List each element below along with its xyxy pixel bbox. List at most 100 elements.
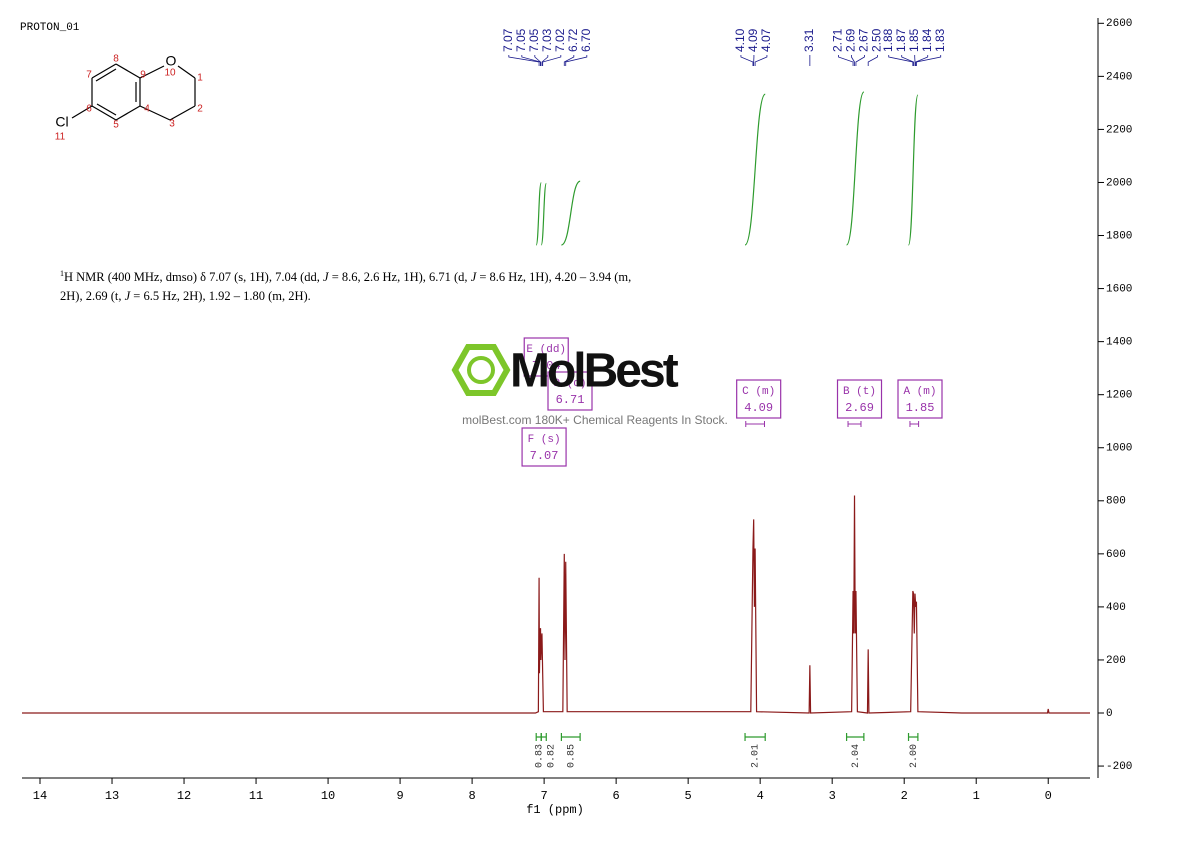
y-tick-label: 1200 xyxy=(1106,390,1132,402)
multiplet-box xyxy=(897,379,943,419)
peak-connector xyxy=(838,55,854,66)
nmr-description: 1H NMR (400 MHz, dmso) δ 7.07 (s, 1H), 7… xyxy=(60,264,640,306)
integral-value: 2.01 xyxy=(751,744,762,768)
y-tick-label: 2400 xyxy=(1106,71,1132,83)
peak-label: 3.31 xyxy=(802,28,816,52)
x-tick-label: 4 xyxy=(757,789,764,803)
integral-bracket xyxy=(560,733,581,741)
integral-curve xyxy=(540,182,547,246)
peak-label: 1.88 xyxy=(881,28,895,52)
peak-label: 7.02 xyxy=(553,28,567,52)
x-tick-label: 13 xyxy=(105,789,119,803)
multiplet-box xyxy=(836,379,883,419)
peak-label: 2.71 xyxy=(831,28,845,52)
multiplet-shift: 7.04 xyxy=(532,359,561,373)
bond xyxy=(91,105,117,121)
integral-value: 0.83 xyxy=(534,744,545,768)
peak-label: 7.05 xyxy=(514,28,528,52)
peak-connector xyxy=(754,55,768,66)
peak-connector xyxy=(916,55,942,66)
peak-connector xyxy=(541,55,549,66)
x-tick-label: 8 xyxy=(468,789,475,803)
logo-ring xyxy=(467,356,495,384)
y-tick-label: 200 xyxy=(1106,655,1126,667)
description-part: = 8.6, 2.6 Hz, 1H), 6.71 (d, xyxy=(328,270,471,284)
multiplet-range xyxy=(847,421,862,427)
integral-value: 0.82 xyxy=(546,744,557,768)
y-tick-label: 0 xyxy=(1106,708,1113,720)
integral-curve xyxy=(535,182,542,246)
peak-connector xyxy=(888,55,914,66)
x-tick-label: 6 xyxy=(613,789,620,803)
bond xyxy=(91,63,117,79)
atom-number: 8 xyxy=(113,54,119,65)
atom-number: 9 xyxy=(140,70,146,81)
multiplet-shift: 6.71 xyxy=(556,393,585,407)
y-tick-label: 1800 xyxy=(1106,230,1132,242)
atom-number: 4 xyxy=(144,104,150,115)
chart-title: PROTON_01 xyxy=(20,22,80,34)
atom-number: 2 xyxy=(197,104,203,115)
peak-label: 6.72 xyxy=(566,28,580,52)
peak-connector xyxy=(855,55,865,66)
multiplet-shift: 7.07 xyxy=(530,449,559,463)
integral-bracket xyxy=(535,733,542,741)
atom-number: 3 xyxy=(169,119,175,130)
peak-label: 7.07 xyxy=(501,28,515,52)
x-tick-label: 10 xyxy=(321,789,335,803)
bond xyxy=(139,105,171,121)
x-tick-label: 3 xyxy=(829,789,836,803)
bond xyxy=(96,103,117,116)
x-tick-label: 14 xyxy=(33,789,47,803)
peak-connector xyxy=(563,55,575,66)
bond xyxy=(139,65,165,79)
peak-label: 4.10 xyxy=(733,28,747,52)
x-axis-label: f1 (ppm) xyxy=(526,803,584,817)
spectrum-line xyxy=(22,495,1090,714)
integral-value: 0.85 xyxy=(566,744,577,768)
y-tick-label: 1400 xyxy=(1106,337,1132,349)
description-part: J xyxy=(124,289,131,303)
integral-bracket xyxy=(845,733,865,741)
integral-bracket xyxy=(744,733,766,741)
multiplet-shift: 2.69 xyxy=(845,401,874,415)
multiplet-label: A (m) xyxy=(903,386,936,398)
peak-label: 1.83 xyxy=(933,28,947,52)
integral-value: 2.00 xyxy=(909,744,920,768)
peak-label: 2.69 xyxy=(844,28,858,52)
bond xyxy=(95,68,117,82)
integral-curve xyxy=(846,91,865,246)
peak-label: 1.85 xyxy=(907,28,921,52)
x-tick-label: 5 xyxy=(685,789,692,803)
multiplet-box xyxy=(523,337,569,377)
multiplet-label: B (t) xyxy=(843,386,876,398)
peak-connector xyxy=(508,55,540,66)
y-tick-label: 600 xyxy=(1106,549,1126,561)
logo-hexagon xyxy=(451,344,511,396)
multiplet-range xyxy=(909,421,920,427)
x-tick-label: 0 xyxy=(1045,789,1052,803)
watermark-logo xyxy=(451,344,511,396)
x-tick-label: 9 xyxy=(396,789,403,803)
peak-connector xyxy=(901,55,914,66)
peak-label: 6.70 xyxy=(579,28,593,52)
atom-number: 6 xyxy=(86,104,92,115)
description-part: = 8.6 Hz, 1H), 4.20 – 3.94 (m, 2H), 2.69… xyxy=(60,270,632,303)
peak-label: 1.84 xyxy=(920,28,934,52)
bond xyxy=(115,105,141,121)
description-part: = 6.5 Hz, 2H), 1.92 – 1.80 (m, 2H). xyxy=(130,289,311,303)
x-tick-label: 1 xyxy=(973,789,980,803)
multiplet-shift: 1.85 xyxy=(906,401,935,415)
integral-curve xyxy=(907,94,919,246)
x-tick-label: 2 xyxy=(901,789,908,803)
multiplet-range xyxy=(745,421,765,427)
peak-label: 4.09 xyxy=(746,28,760,52)
peak-connector xyxy=(851,55,855,66)
x-tick-label: 12 xyxy=(177,789,191,803)
peak-connector xyxy=(915,55,929,66)
description-part: 1 xyxy=(60,269,64,278)
y-tick-label: -200 xyxy=(1106,761,1132,773)
y-tick-label: 800 xyxy=(1106,496,1126,508)
